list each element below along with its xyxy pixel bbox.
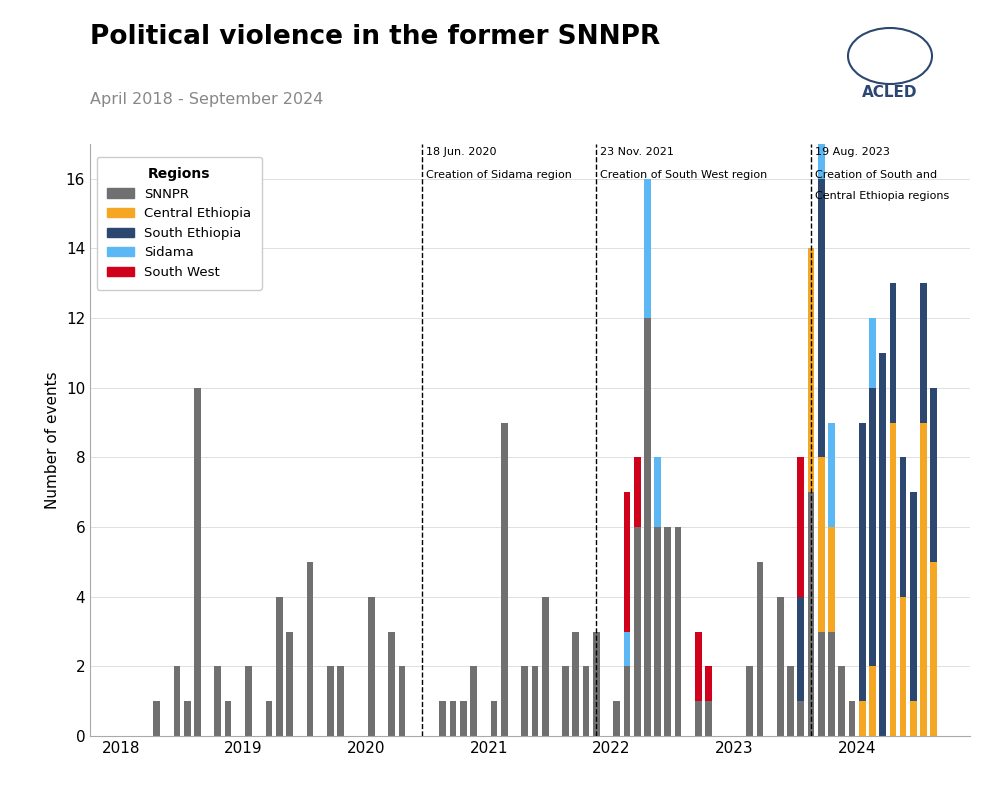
Bar: [869, 388, 876, 666]
Bar: [583, 666, 589, 736]
Bar: [828, 527, 835, 631]
Bar: [695, 631, 702, 701]
Y-axis label: Number of events: Number of events: [45, 371, 60, 509]
Bar: [634, 458, 641, 527]
Legend: SNNPR, Central Ethiopia, South Ethiopia, Sidama, South West: SNNPR, Central Ethiopia, South Ethiopia,…: [97, 157, 262, 290]
Bar: [450, 701, 456, 736]
Text: Creation of South West region: Creation of South West region: [600, 170, 767, 180]
Bar: [818, 458, 825, 631]
Bar: [818, 0, 825, 179]
Bar: [634, 527, 641, 736]
Text: Political violence in the former SNNPR: Political violence in the former SNNPR: [90, 24, 660, 50]
Bar: [675, 527, 681, 736]
Bar: [214, 666, 221, 736]
Bar: [849, 701, 855, 736]
Bar: [930, 562, 937, 736]
Bar: [900, 458, 906, 597]
Text: Central Ethiopia regions: Central Ethiopia regions: [815, 191, 949, 201]
Bar: [388, 631, 395, 736]
Text: Creation of Sidama region: Creation of Sidama region: [426, 170, 572, 180]
Bar: [624, 631, 630, 666]
Bar: [910, 492, 917, 701]
Text: April 2018 - September 2024: April 2018 - September 2024: [90, 92, 323, 107]
Bar: [859, 422, 866, 701]
Bar: [174, 666, 180, 736]
Bar: [797, 458, 804, 597]
Bar: [654, 527, 661, 736]
Bar: [818, 179, 825, 458]
Bar: [705, 666, 712, 701]
Bar: [797, 597, 804, 701]
Bar: [869, 318, 876, 388]
Bar: [757, 562, 763, 736]
Bar: [890, 283, 896, 422]
Bar: [194, 388, 201, 736]
Bar: [695, 701, 702, 736]
Bar: [869, 666, 876, 736]
Bar: [644, 179, 651, 318]
Bar: [307, 562, 313, 736]
Text: 18 Jun. 2020: 18 Jun. 2020: [426, 147, 497, 158]
Bar: [613, 701, 620, 736]
Bar: [828, 631, 835, 736]
Bar: [276, 597, 283, 736]
Text: Creation of South and: Creation of South and: [815, 170, 937, 180]
Text: ACLED: ACLED: [862, 85, 918, 100]
Bar: [705, 701, 712, 736]
Bar: [501, 422, 508, 736]
Bar: [828, 422, 835, 527]
Bar: [184, 701, 191, 736]
Bar: [337, 666, 344, 736]
Bar: [664, 527, 671, 736]
Bar: [808, 492, 814, 736]
Bar: [624, 666, 630, 736]
Bar: [399, 666, 405, 736]
Bar: [644, 318, 651, 736]
Bar: [593, 631, 600, 736]
Bar: [225, 701, 231, 736]
Bar: [746, 666, 753, 736]
Bar: [900, 597, 906, 736]
Bar: [808, 249, 814, 492]
Bar: [797, 701, 804, 736]
Bar: [562, 666, 569, 736]
Bar: [245, 666, 252, 736]
Bar: [787, 666, 794, 736]
Bar: [153, 701, 160, 736]
Bar: [266, 701, 272, 736]
Bar: [439, 701, 446, 736]
Bar: [624, 492, 630, 631]
Bar: [572, 631, 579, 736]
Bar: [460, 701, 467, 736]
Bar: [286, 631, 293, 736]
Bar: [920, 422, 927, 736]
Bar: [920, 283, 927, 422]
Bar: [890, 422, 896, 736]
Bar: [532, 666, 538, 736]
Bar: [654, 458, 661, 527]
Bar: [327, 666, 334, 736]
Bar: [491, 701, 497, 736]
Bar: [368, 597, 375, 736]
Bar: [859, 701, 866, 736]
Bar: [930, 388, 937, 562]
Bar: [542, 597, 549, 736]
Bar: [470, 666, 477, 736]
Bar: [879, 353, 886, 736]
Text: 23 Nov. 2021: 23 Nov. 2021: [600, 147, 674, 158]
Bar: [838, 666, 845, 736]
Bar: [910, 701, 917, 736]
Bar: [818, 631, 825, 736]
Text: 19 Aug. 2023: 19 Aug. 2023: [815, 147, 890, 158]
Bar: [521, 666, 528, 736]
Bar: [777, 597, 784, 736]
